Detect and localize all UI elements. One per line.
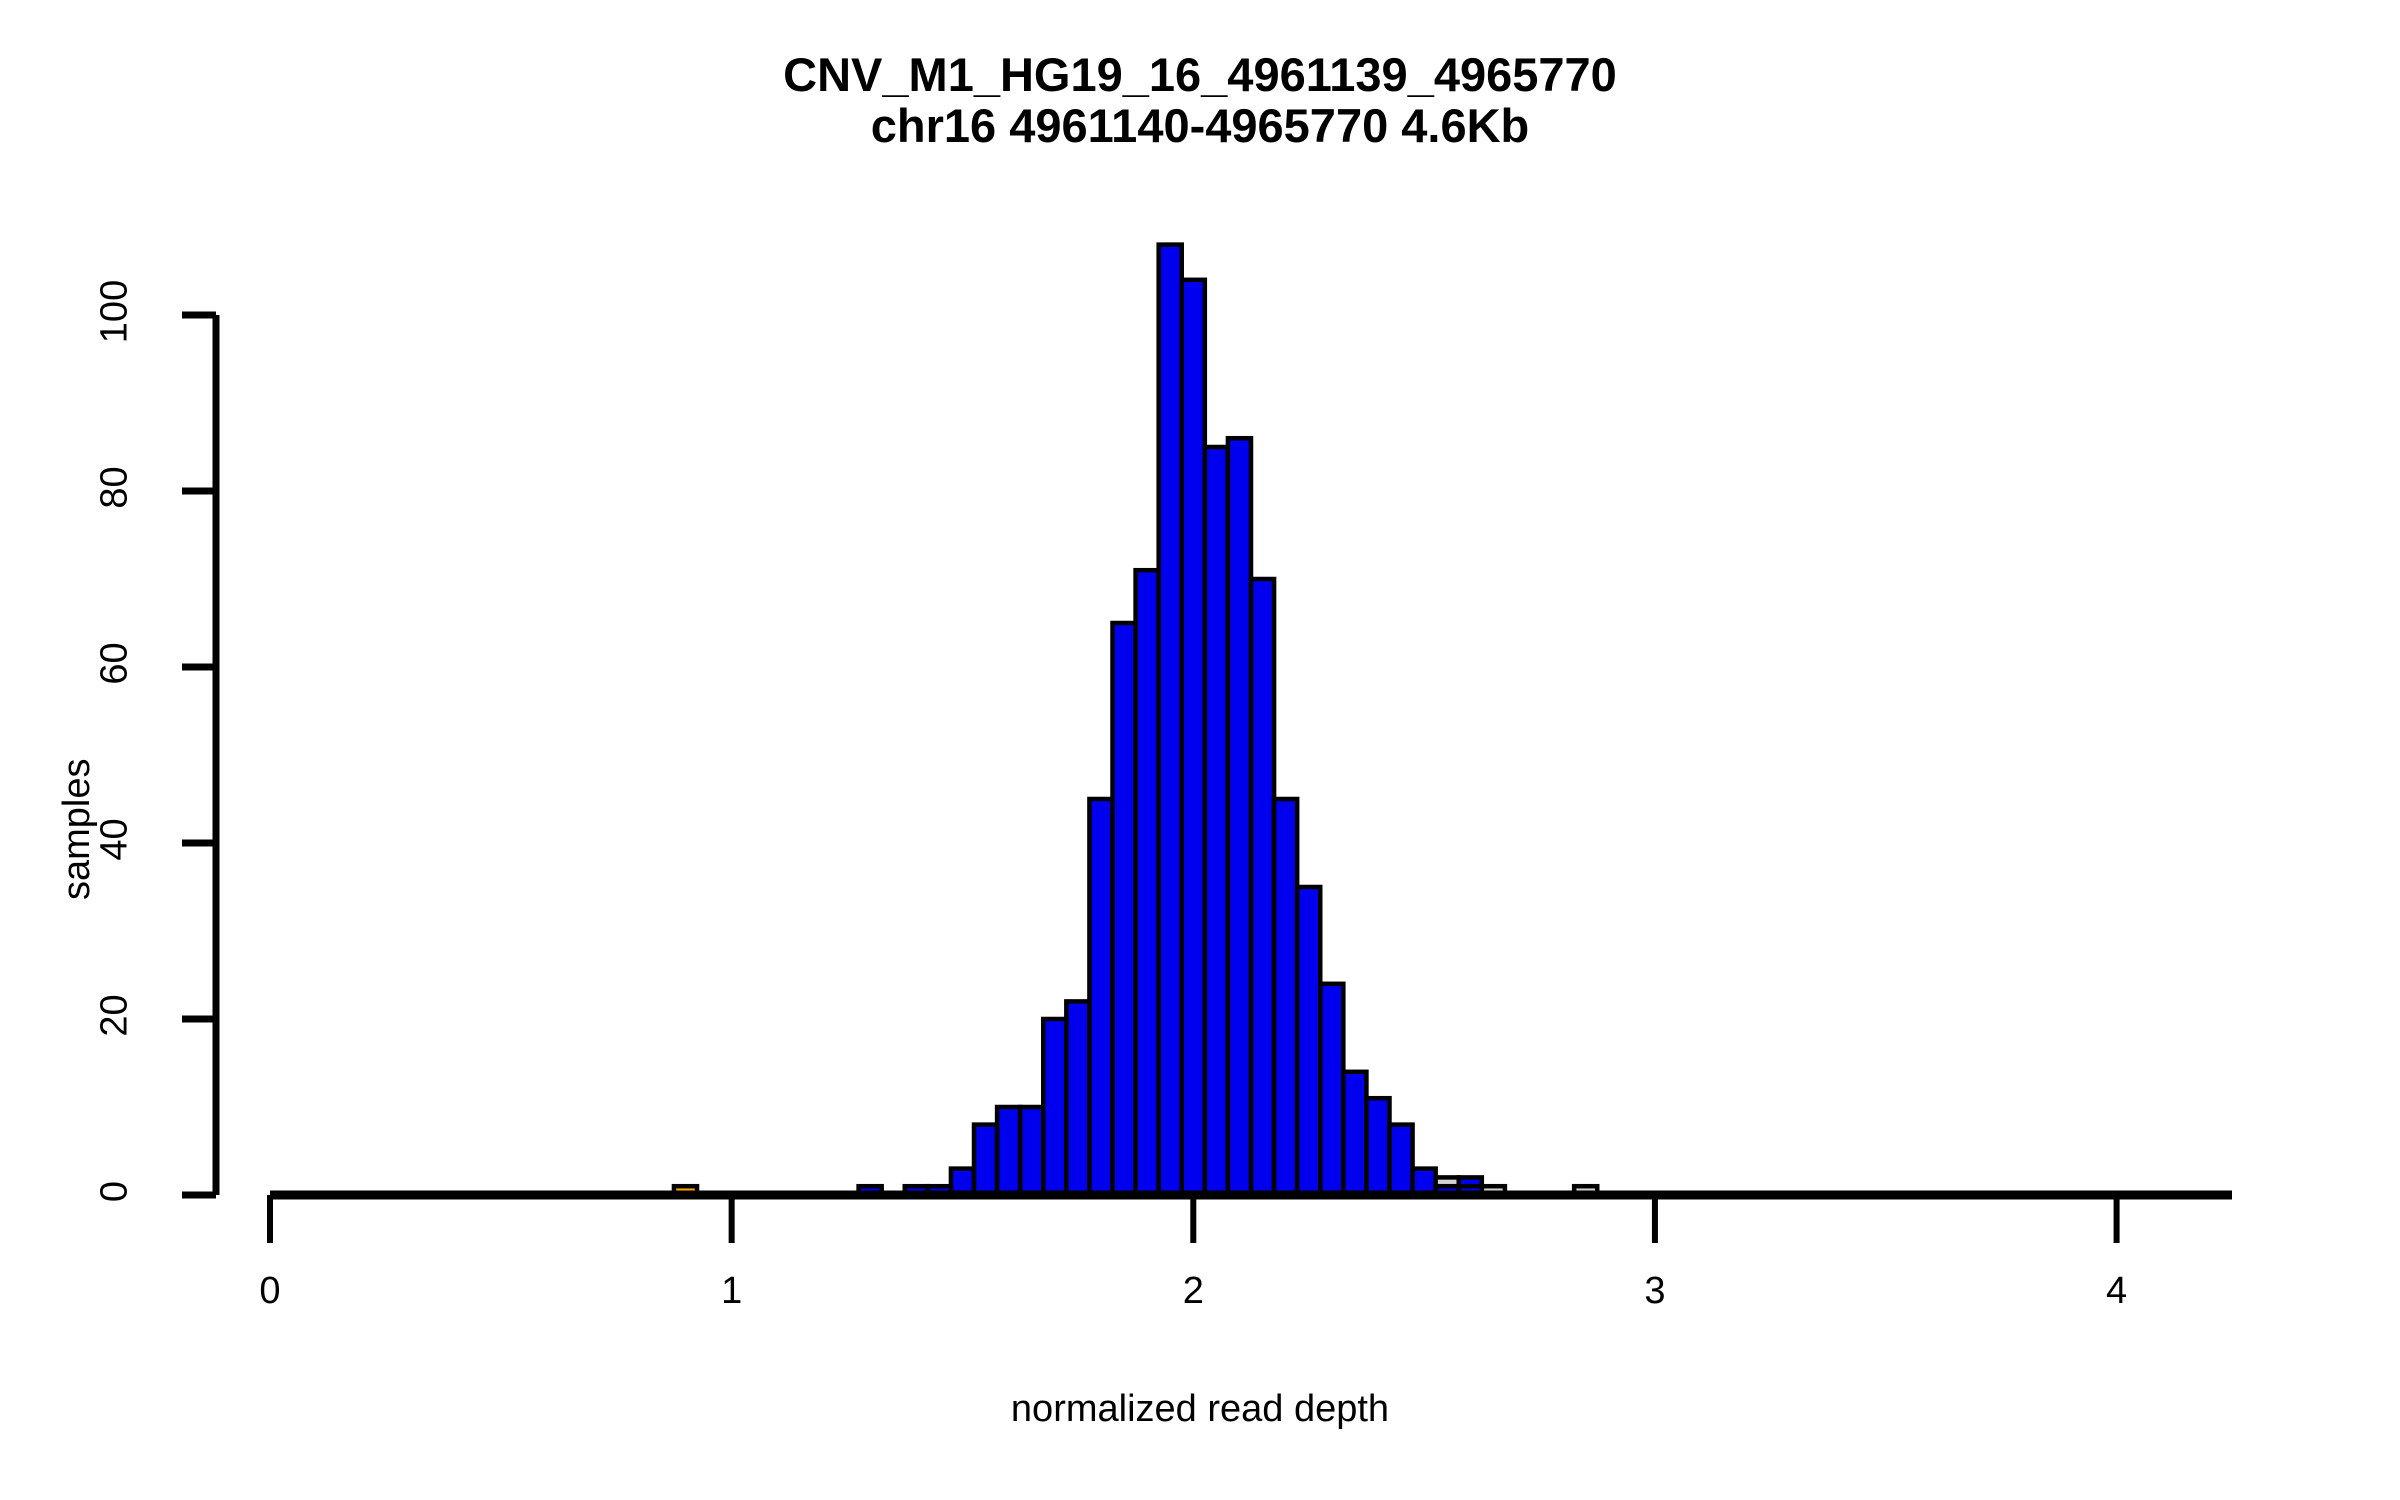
axes-group [182, 311, 2232, 1243]
histogram-bar [1225, 435, 1254, 1198]
histogram-bar [1110, 620, 1138, 1198]
histogram-bar [1156, 242, 1185, 1198]
y-tick-label: 0 [93, 1180, 136, 1203]
histogram-bar [971, 1122, 1000, 1198]
histogram-bar [1248, 576, 1277, 1198]
histogram-bar [1317, 981, 1346, 1198]
x-axis-title: normalized read depth [1010, 1388, 1390, 1430]
chart-title: CNV_M1_HG19_16_4961139_4965770 chr16 496… [0, 48, 2400, 152]
y-tick-label: 20 [93, 994, 136, 1037]
x-tick-label: 3 [1644, 1270, 1666, 1312]
y-tick-label: 40 [93, 818, 136, 861]
x-tick-label: 0 [259, 1270, 281, 1312]
histogram-bar [1064, 999, 1092, 1198]
chart-title-line-2: chr16 4961140-4965770 4.6Kb [870, 98, 1530, 152]
histogram-bar [1294, 884, 1323, 1198]
x-tick-label: 2 [1182, 1270, 1204, 1312]
y-tick-label: 80 [93, 466, 136, 509]
histogram-bar [1202, 444, 1231, 1198]
x-tick-label: 1 [721, 1270, 743, 1312]
histogram-bar [1041, 1016, 1069, 1198]
histogram-bars [671, 242, 1600, 1198]
histogram-bar [1271, 796, 1300, 1198]
y-tick-label: 100 [93, 279, 136, 344]
chart-title-line-1: CNV_M1_HG19_16_4961139_4965770 [783, 48, 1617, 101]
histogram-bar [1364, 1095, 1392, 1198]
histogram-bar [994, 1104, 1023, 1198]
histogram-bar [1179, 277, 1208, 1198]
histogram-bar [1341, 1069, 1369, 1198]
histogram-bar [1387, 1122, 1415, 1198]
y-tick-label: 60 [93, 642, 136, 685]
histogram-bar [1017, 1104, 1046, 1198]
x-tick-label: 4 [2106, 1270, 2128, 1312]
histogram-bar [1133, 567, 1161, 1198]
histogram-bar [1087, 796, 1115, 1198]
